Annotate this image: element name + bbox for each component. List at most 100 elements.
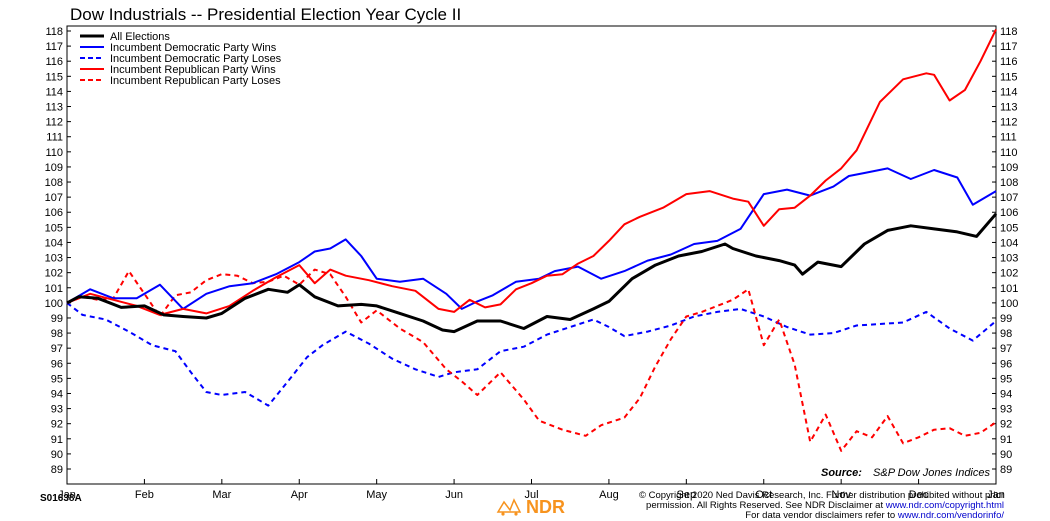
y-tick-label-right: 104 <box>1000 237 1018 249</box>
y-tick-label-left: 100 <box>45 298 63 310</box>
copyright-line-2: permission. All Rights Reserved. See NDR… <box>584 501 1004 511</box>
x-axis: Jan Feb Mar Apr May Jun Jul Aug Sep Oct Nov Dec Jan <box>58 479 1005 501</box>
copyright-text: permission. All Rights Reserved. See NDR… <box>646 500 886 511</box>
x-tick-label: Dec <box>909 489 929 501</box>
ndr-logo: NDR <box>496 497 565 517</box>
y-tick-label-left: 91 <box>51 434 63 446</box>
source-value: S&P Dow Jones Indices <box>873 467 990 479</box>
y-tick-label-right: 101 <box>1000 283 1018 295</box>
y-tick-label-right: 117 <box>1000 41 1018 53</box>
y-tick-label-right: 114 <box>1000 86 1018 98</box>
x-tick-label: Oct <box>755 489 772 501</box>
y-tick-label-right: 92 <box>1000 419 1012 431</box>
y-tick-label-right: 95 <box>1000 373 1012 385</box>
y-tick-label-left: 93 <box>51 404 63 416</box>
y-tick-label-left: 112 <box>45 117 63 129</box>
x-tick-label: Jan <box>987 489 1005 501</box>
y-tick-label-right: 89 <box>1000 464 1012 476</box>
source-note: Source: S&P Dow Jones Indices <box>821 467 991 479</box>
y-tick-label-left: 114 <box>45 86 63 98</box>
y-tick-label-left: 117 <box>45 41 63 53</box>
y-tick-label-right: 113 <box>1000 102 1018 114</box>
y-tick-label-right: 96 <box>1000 358 1012 370</box>
y-tick-label-right: 90 <box>1000 449 1012 461</box>
series-line <box>66 167 997 310</box>
y-axis-left: 89 90 91 92 93 94 95 96 97 98 99 100 101 102 103 104 105… <box>45 26 71 476</box>
y-tick-label-left: 105 <box>45 222 63 234</box>
x-tick-label: Jun <box>445 489 463 501</box>
legend-label: All Elections <box>110 31 170 43</box>
y-tick-label-right: 99 <box>1000 313 1012 325</box>
vendor-link[interactable]: www.ndr.com/vendorinfo/ <box>897 510 1004 521</box>
y-tick-label-left: 98 <box>51 328 63 340</box>
copyright-line-1: © Copyright 2020 Ned Davis Research, Inc… <box>638 490 1004 501</box>
y-tick-label-right: 109 <box>1000 162 1018 174</box>
y-tick-label-left: 104 <box>45 237 63 249</box>
y-axis-right: 89 90 91 92 93 94 95 96 97 98 99 100 101 102 103 104 105… <box>992 26 1018 476</box>
y-tick-label-left: 116 <box>45 56 63 68</box>
y-tick-label-right: 100 <box>1000 298 1018 310</box>
legend-label: Incumbent Republican Party Wins <box>110 64 276 76</box>
y-tick-label-left: 102 <box>45 268 63 280</box>
y-tick-label-left: 118 <box>45 26 63 38</box>
y-tick-label-right: 116 <box>1000 56 1018 68</box>
copyright-notice: © Copyright 2020 Ned Davis Research, Inc… <box>584 491 1004 521</box>
legend-label: Incumbent Democratic Party Wins <box>110 42 277 54</box>
series-line <box>66 29 997 316</box>
y-tick-label-right: 98 <box>1000 328 1012 340</box>
y-tick-label-right: 105 <box>1000 222 1018 234</box>
y-tick-label-left: 115 <box>45 71 63 83</box>
series-lines <box>66 29 998 452</box>
chart-title: Dow Industrials -- Presidential Election… <box>70 5 461 24</box>
y-tick-label-left: 109 <box>45 162 63 174</box>
y-tick-label-left: 97 <box>51 343 63 355</box>
y-tick-label-left: 101 <box>45 283 63 295</box>
y-tick-label-right: 93 <box>1000 404 1012 416</box>
y-tick-label-left: 96 <box>51 358 63 370</box>
y-tick-label-right: 94 <box>1000 388 1012 400</box>
y-tick-label-left: 113 <box>45 102 63 114</box>
x-tick-label: Nov <box>831 489 851 501</box>
x-tick-label: Jan <box>58 489 76 501</box>
copyright-line-3: For data vendor disclaimers refer to www… <box>584 511 1004 521</box>
x-tick-label: Feb <box>135 489 154 501</box>
chart-code: S01638A <box>40 493 82 504</box>
y-tick-label-left: 94 <box>51 388 63 400</box>
series-line <box>66 302 997 407</box>
x-tick-label: Apr <box>291 489 308 501</box>
series-line <box>66 212 998 334</box>
source-label: Source: <box>821 467 862 479</box>
x-tick-label: Sep <box>677 489 697 501</box>
ndr-bull-bear-icon <box>496 498 522 516</box>
y-tick-label-right: 118 <box>1000 26 1018 38</box>
y-tick-label-left: 92 <box>51 419 63 431</box>
y-tick-label-left: 95 <box>51 373 63 385</box>
ndr-logo-text: NDR <box>526 497 565 517</box>
x-tick-label: Mar <box>212 489 231 501</box>
y-tick-label-left: 103 <box>45 253 63 265</box>
y-tick-label-left: 90 <box>51 449 63 461</box>
y-tick-label-left: 99 <box>51 313 63 325</box>
y-tick-label-left: 107 <box>45 192 63 204</box>
legend-label: Incumbent Republican Party Loses <box>110 75 281 87</box>
y-tick-label-right: 111 <box>1000 132 1017 144</box>
copyright-link[interactable]: www.ndr.com/copyright.html <box>885 500 1004 511</box>
y-tick-label-right: 112 <box>1000 117 1018 129</box>
y-tick-label-right: 110 <box>1000 147 1018 159</box>
y-tick-label-right: 115 <box>1000 71 1018 83</box>
y-tick-label-right: 103 <box>1000 253 1018 265</box>
x-tick-label: Jul <box>524 489 538 501</box>
y-tick-label-left: 106 <box>45 207 63 219</box>
y-tick-label-left: 110 <box>45 147 63 159</box>
y-tick-label-right: 91 <box>1000 434 1012 446</box>
y-tick-label-right: 107 <box>1000 192 1018 204</box>
y-tick-label-right: 108 <box>1000 177 1018 189</box>
y-tick-label-right: 102 <box>1000 268 1018 280</box>
y-tick-label-left: 111 <box>46 132 63 144</box>
y-tick-label-right: 97 <box>1000 343 1012 355</box>
y-tick-label-left: 108 <box>45 177 63 189</box>
x-tick-label: May <box>366 489 387 501</box>
vendor-text: For data vendor disclaimers refer to <box>745 510 898 521</box>
